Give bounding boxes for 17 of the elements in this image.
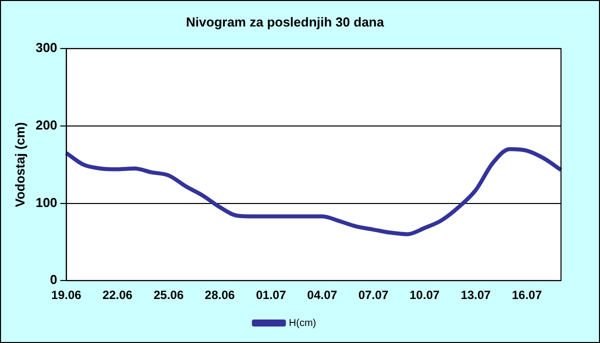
- x-tick-label: 22.06: [102, 288, 133, 302]
- y-tick-label: 100: [36, 194, 58, 210]
- x-tick-label: 28.06: [204, 288, 236, 302]
- x-tick-label: 07.07: [358, 288, 389, 302]
- x-tick-label: 16.07: [512, 288, 542, 302]
- chart-title: Nivogram za poslednjih 30 dana: [186, 14, 385, 30]
- y-tick-label: 300: [36, 40, 58, 56]
- x-tick-label: 25.06: [154, 288, 184, 302]
- x-tick-label: 13.07: [460, 288, 492, 302]
- y-tick-label: 0: [50, 272, 58, 288]
- x-tick-label: 01.07: [256, 288, 286, 302]
- x-tick-label: 19.06: [51, 288, 82, 302]
- x-tick-label: 10.07: [410, 288, 440, 302]
- x-tick-label: 04.07: [307, 288, 338, 302]
- y-tick-label: 200: [36, 118, 58, 133]
- y-axis-title: Vodostaj (cm): [12, 122, 28, 208]
- legend-label: H(cm): [288, 318, 316, 329]
